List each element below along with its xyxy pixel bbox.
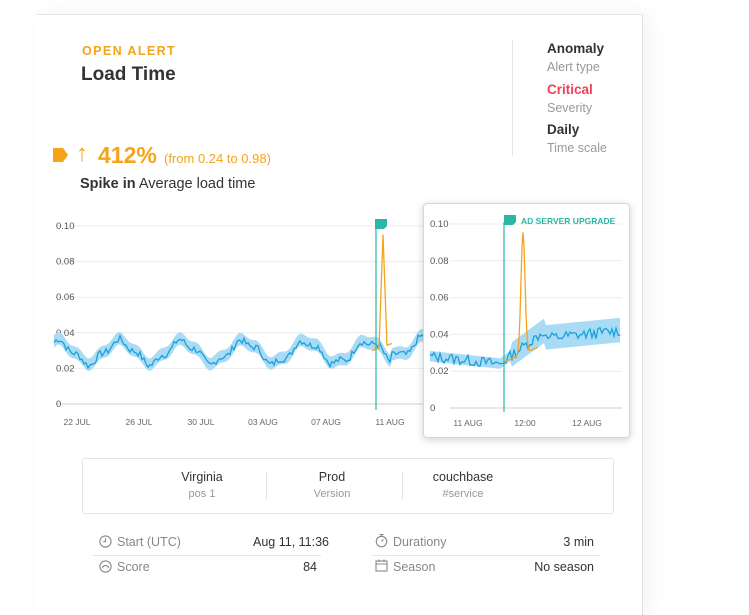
stopwatch-icon [375,533,388,548]
severity-value: Critical [547,82,593,97]
main-chart: 0.10 0.08 0.06 0.04 0.02 0 22 JUL 26 JUL 30 JUL… [53,219,431,427]
start-label: Start (UTC) [117,535,181,549]
tag-region-value: Virginia [181,470,223,484]
alert-type-value: Anomaly [547,41,605,56]
tag-service: couchbase #service [404,470,522,500]
duration-label: Durationy [393,535,447,549]
main-y-tick-label: 0.10 [56,221,75,232]
season-value: No season [534,560,594,574]
main-x-tick-label: 07 AUG [311,417,341,427]
details-divider [93,555,321,556]
main-x-tick-label: 11 AUG [375,417,404,427]
tag-service-label: #service [442,488,484,500]
spike-label: Spike in [80,176,136,192]
tag-version-label: Version [313,488,351,500]
main-y-tick-label: 0.04 [56,328,75,339]
main-x-tick-label: 26 JUL [126,417,153,427]
tag-region: Virginia pos 1 [143,470,261,500]
start-value: Aug 11, 11:36 [253,535,329,549]
main-y-tick-label: 0.08 [56,257,75,268]
main-y-tick-label: 0.06 [56,292,75,303]
tag-divider [266,473,267,499]
metric-name: Average load time [138,176,256,192]
main-y-tick-label: 0 [56,399,61,410]
alert-status: OPEN ALERT [82,44,177,58]
zoom-panel[interactable] [423,203,630,438]
score-gauge-icon [99,560,112,573]
change-arrow-icon: ↑ [76,140,88,167]
time-scale-label: Time scale [547,141,607,155]
alert-type-label: Alert type [547,60,600,74]
tag-divider [402,473,403,499]
main-x-tick-label: 03 AUG [248,417,278,427]
change-range: (from 0.24 to 0.98) [164,151,271,166]
tag-version-value: Prod [318,470,346,484]
main-chart-anomaly-line [371,234,393,352]
spike-description: Spike in Average load time [80,176,255,192]
event-flag-icon[interactable] [375,219,387,229]
duration-value: 3 min [563,535,594,549]
tag-service-value: couchbase [432,470,494,484]
main-y-tick-label: 0.02 [56,363,75,374]
details-divider [372,555,600,556]
main-x-tick-label: 30 JUL [188,417,215,427]
main-x-tick-label: 22 JUL [64,417,91,427]
calendar-icon [375,559,388,572]
clock-icon [99,535,112,548]
tag-flag-icon [53,148,68,162]
dimension-tags: Virginia pos 1 Prod Version couchbase #s… [82,458,614,514]
meta-divider [512,40,513,156]
tag-region-label: pos 1 [188,488,216,500]
season-label: Season [393,560,436,574]
tag-version: Prod Version [273,470,391,500]
alert-title: Load Time [81,64,176,85]
score-label: Score [117,560,150,574]
change-percent: 412% [98,142,157,168]
score-value: 84 [303,560,317,574]
severity-label: Severity [547,101,593,115]
main-chart-series-line [53,333,431,370]
time-scale-value: Daily [547,122,580,137]
